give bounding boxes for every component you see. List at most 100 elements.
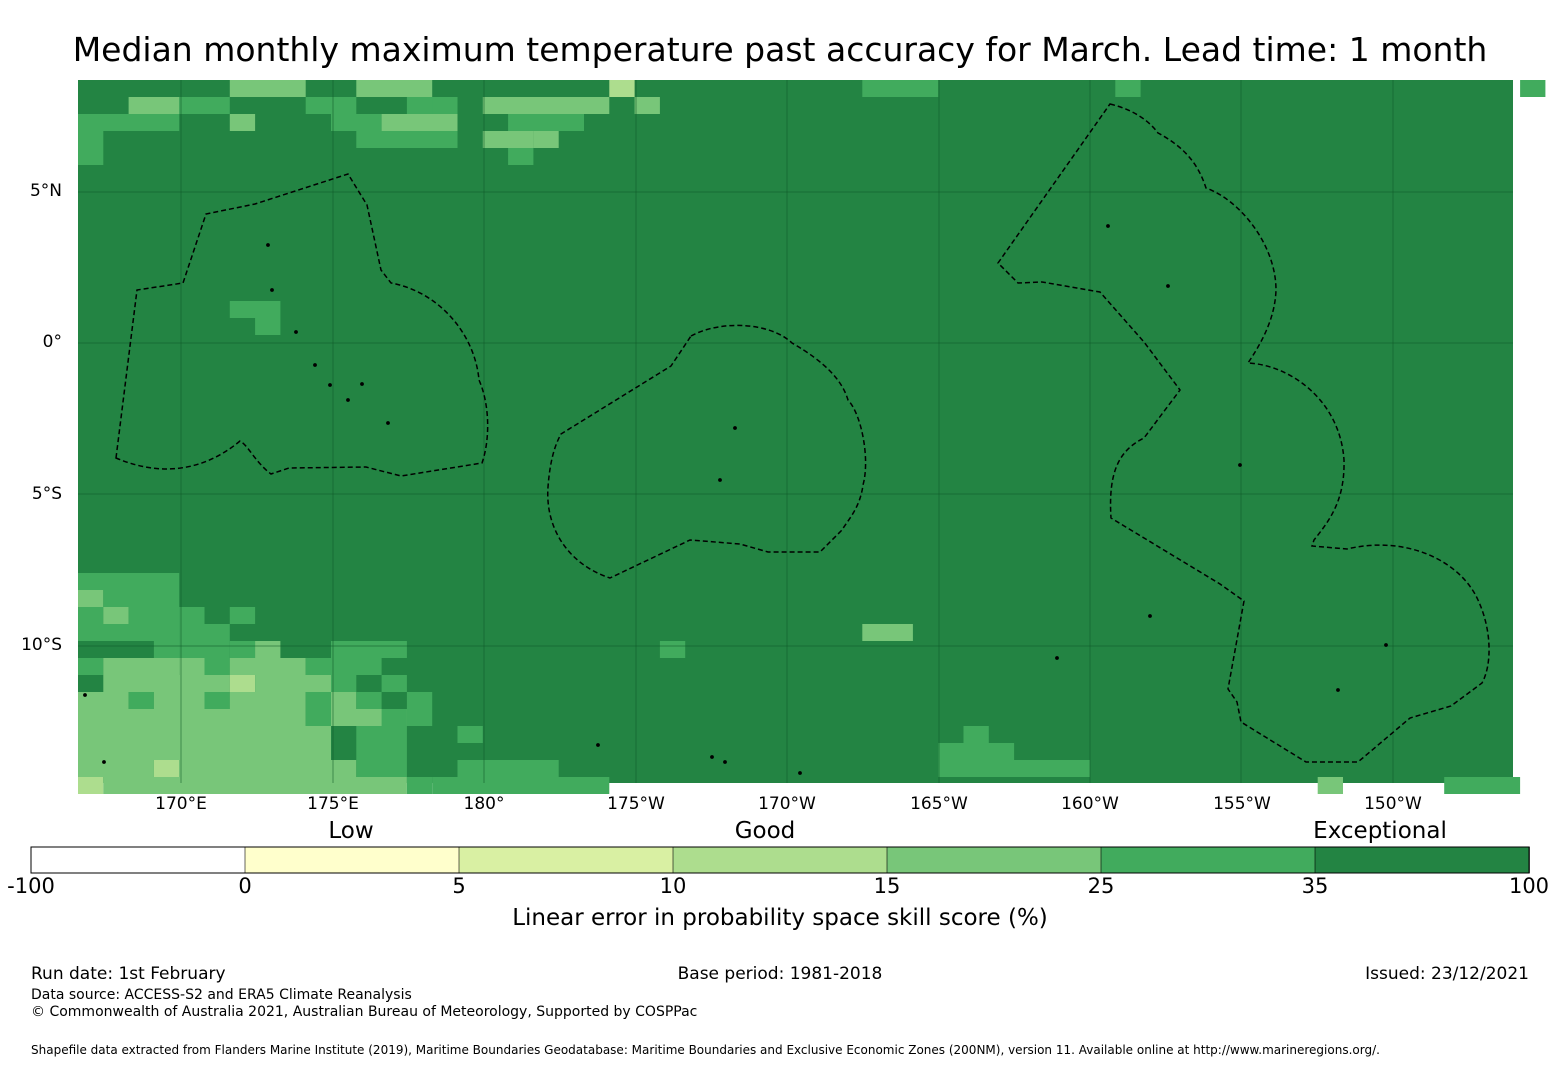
skill-cell <box>406 777 433 794</box>
lon-label-150w: 150°W <box>1364 794 1422 814</box>
skill-cell <box>128 692 154 709</box>
colorbar-tick: 25 <box>1087 874 1115 898</box>
skill-cell <box>938 760 1090 777</box>
skill-cell <box>1317 777 1343 794</box>
eez-boundaries <box>115 103 1490 763</box>
skill-cell <box>634 97 660 114</box>
skill-cell <box>356 80 433 97</box>
skill-cell <box>457 760 559 777</box>
skill-cell <box>381 675 407 692</box>
skill-cell <box>204 692 230 709</box>
data-source: Data source: ACCESS-S2 and ERA5 Climate … <box>31 987 412 1003</box>
colorbar-swatch <box>672 846 888 874</box>
skill-cell <box>381 114 458 131</box>
lat-label-0: 0° <box>42 332 62 352</box>
skill-cell <box>78 131 104 148</box>
island-coastline <box>360 382 364 386</box>
skill-cell <box>432 777 610 794</box>
map-title: Median monthly maximum temperature past … <box>72 30 1488 69</box>
island-coastline <box>270 288 274 292</box>
base-period: Base period: 1981-2018 <box>677 964 883 984</box>
skill-cell <box>381 709 407 726</box>
island-coastline <box>718 478 722 482</box>
skill-cell <box>938 743 1015 760</box>
eez-boundary-kiribati-line <box>997 103 1490 763</box>
copyright: © Commonwealth of Australia 2021, Austra… <box>31 1004 698 1020</box>
skill-cell <box>862 624 913 641</box>
skill-cell <box>179 97 230 114</box>
skill-cell <box>78 148 104 165</box>
skill-cell <box>229 607 256 624</box>
colorbar-tick: 10 <box>659 874 687 898</box>
island-coastline <box>1055 656 1059 660</box>
skill-cell <box>103 658 180 675</box>
island-coastline <box>83 693 87 697</box>
skill-cell <box>508 114 584 131</box>
skill-cell <box>78 777 104 794</box>
island-coastline <box>1336 688 1340 692</box>
coastlines <box>83 224 1388 775</box>
skill-cell <box>103 675 230 692</box>
skill-cell <box>229 692 306 709</box>
island-coastline <box>346 398 350 402</box>
skill-cell <box>356 743 407 760</box>
skill-cell <box>78 743 331 760</box>
legend-qual-exceptional: Exceptional <box>1313 818 1447 844</box>
skill-cell <box>229 641 256 658</box>
skill-cell <box>305 709 331 726</box>
skill-cell <box>1115 80 1141 97</box>
colorbar-tick: 5 <box>452 874 466 898</box>
skill-cell <box>331 675 357 692</box>
skill-cell <box>862 80 939 97</box>
skill-cell <box>331 692 357 709</box>
eez-boundary-kiribati-gilbert <box>115 173 489 477</box>
island-coastline <box>798 771 802 775</box>
lon-label-155w: 155°W <box>1213 794 1271 814</box>
colorbar <box>30 846 1530 874</box>
skill-cell <box>331 641 407 658</box>
lon-label-170e: 170°E <box>155 794 207 814</box>
skill-cells <box>78 80 1546 794</box>
skill-cell <box>78 692 129 709</box>
lon-label-175e: 175°E <box>307 794 359 814</box>
skill-cell <box>255 675 331 692</box>
island-coastline <box>1166 284 1170 288</box>
lon-label-160w: 160°W <box>1061 794 1119 814</box>
legend-qual-low: Low <box>328 818 374 844</box>
skill-cell <box>406 709 433 726</box>
skill-cell <box>229 114 256 131</box>
skill-cell <box>305 692 331 709</box>
skill-cell <box>1444 777 1521 794</box>
skill-cell <box>432 97 458 114</box>
skill-cell <box>659 641 686 658</box>
skill-cell <box>1520 80 1546 97</box>
skill-cell <box>305 658 331 675</box>
skill-cell <box>78 590 104 607</box>
skill-cell <box>406 692 433 709</box>
skill-cell <box>229 658 306 675</box>
skill-cell <box>508 148 534 165</box>
shapefile-credit: Shapefile data extracted from Flanders M… <box>31 1043 1380 1057</box>
skill-cell <box>482 131 534 148</box>
island-coastline <box>1148 614 1152 618</box>
colorbar-tick: -100 <box>7 874 55 898</box>
island-coastline <box>1238 463 1242 467</box>
island-coastline <box>723 760 727 764</box>
skill-cell <box>179 658 205 675</box>
skill-cell <box>128 97 180 114</box>
skill-cell <box>103 590 180 607</box>
lon-label-175w: 175°W <box>607 794 665 814</box>
island-coastline <box>733 426 737 430</box>
island-coastline <box>328 383 332 387</box>
skill-cell <box>103 607 129 624</box>
lon-label-165w: 165°W <box>910 794 968 814</box>
skill-cell <box>963 726 989 743</box>
skill-cell <box>255 318 281 335</box>
skill-cell <box>78 607 104 624</box>
skill-cell <box>356 760 407 777</box>
skill-cell <box>457 726 483 743</box>
island-coastline <box>294 330 298 334</box>
skill-cell <box>78 760 154 777</box>
colorbar-tick: 15 <box>873 874 901 898</box>
issued-date: Issued: 23/12/2021 <box>1365 964 1529 984</box>
